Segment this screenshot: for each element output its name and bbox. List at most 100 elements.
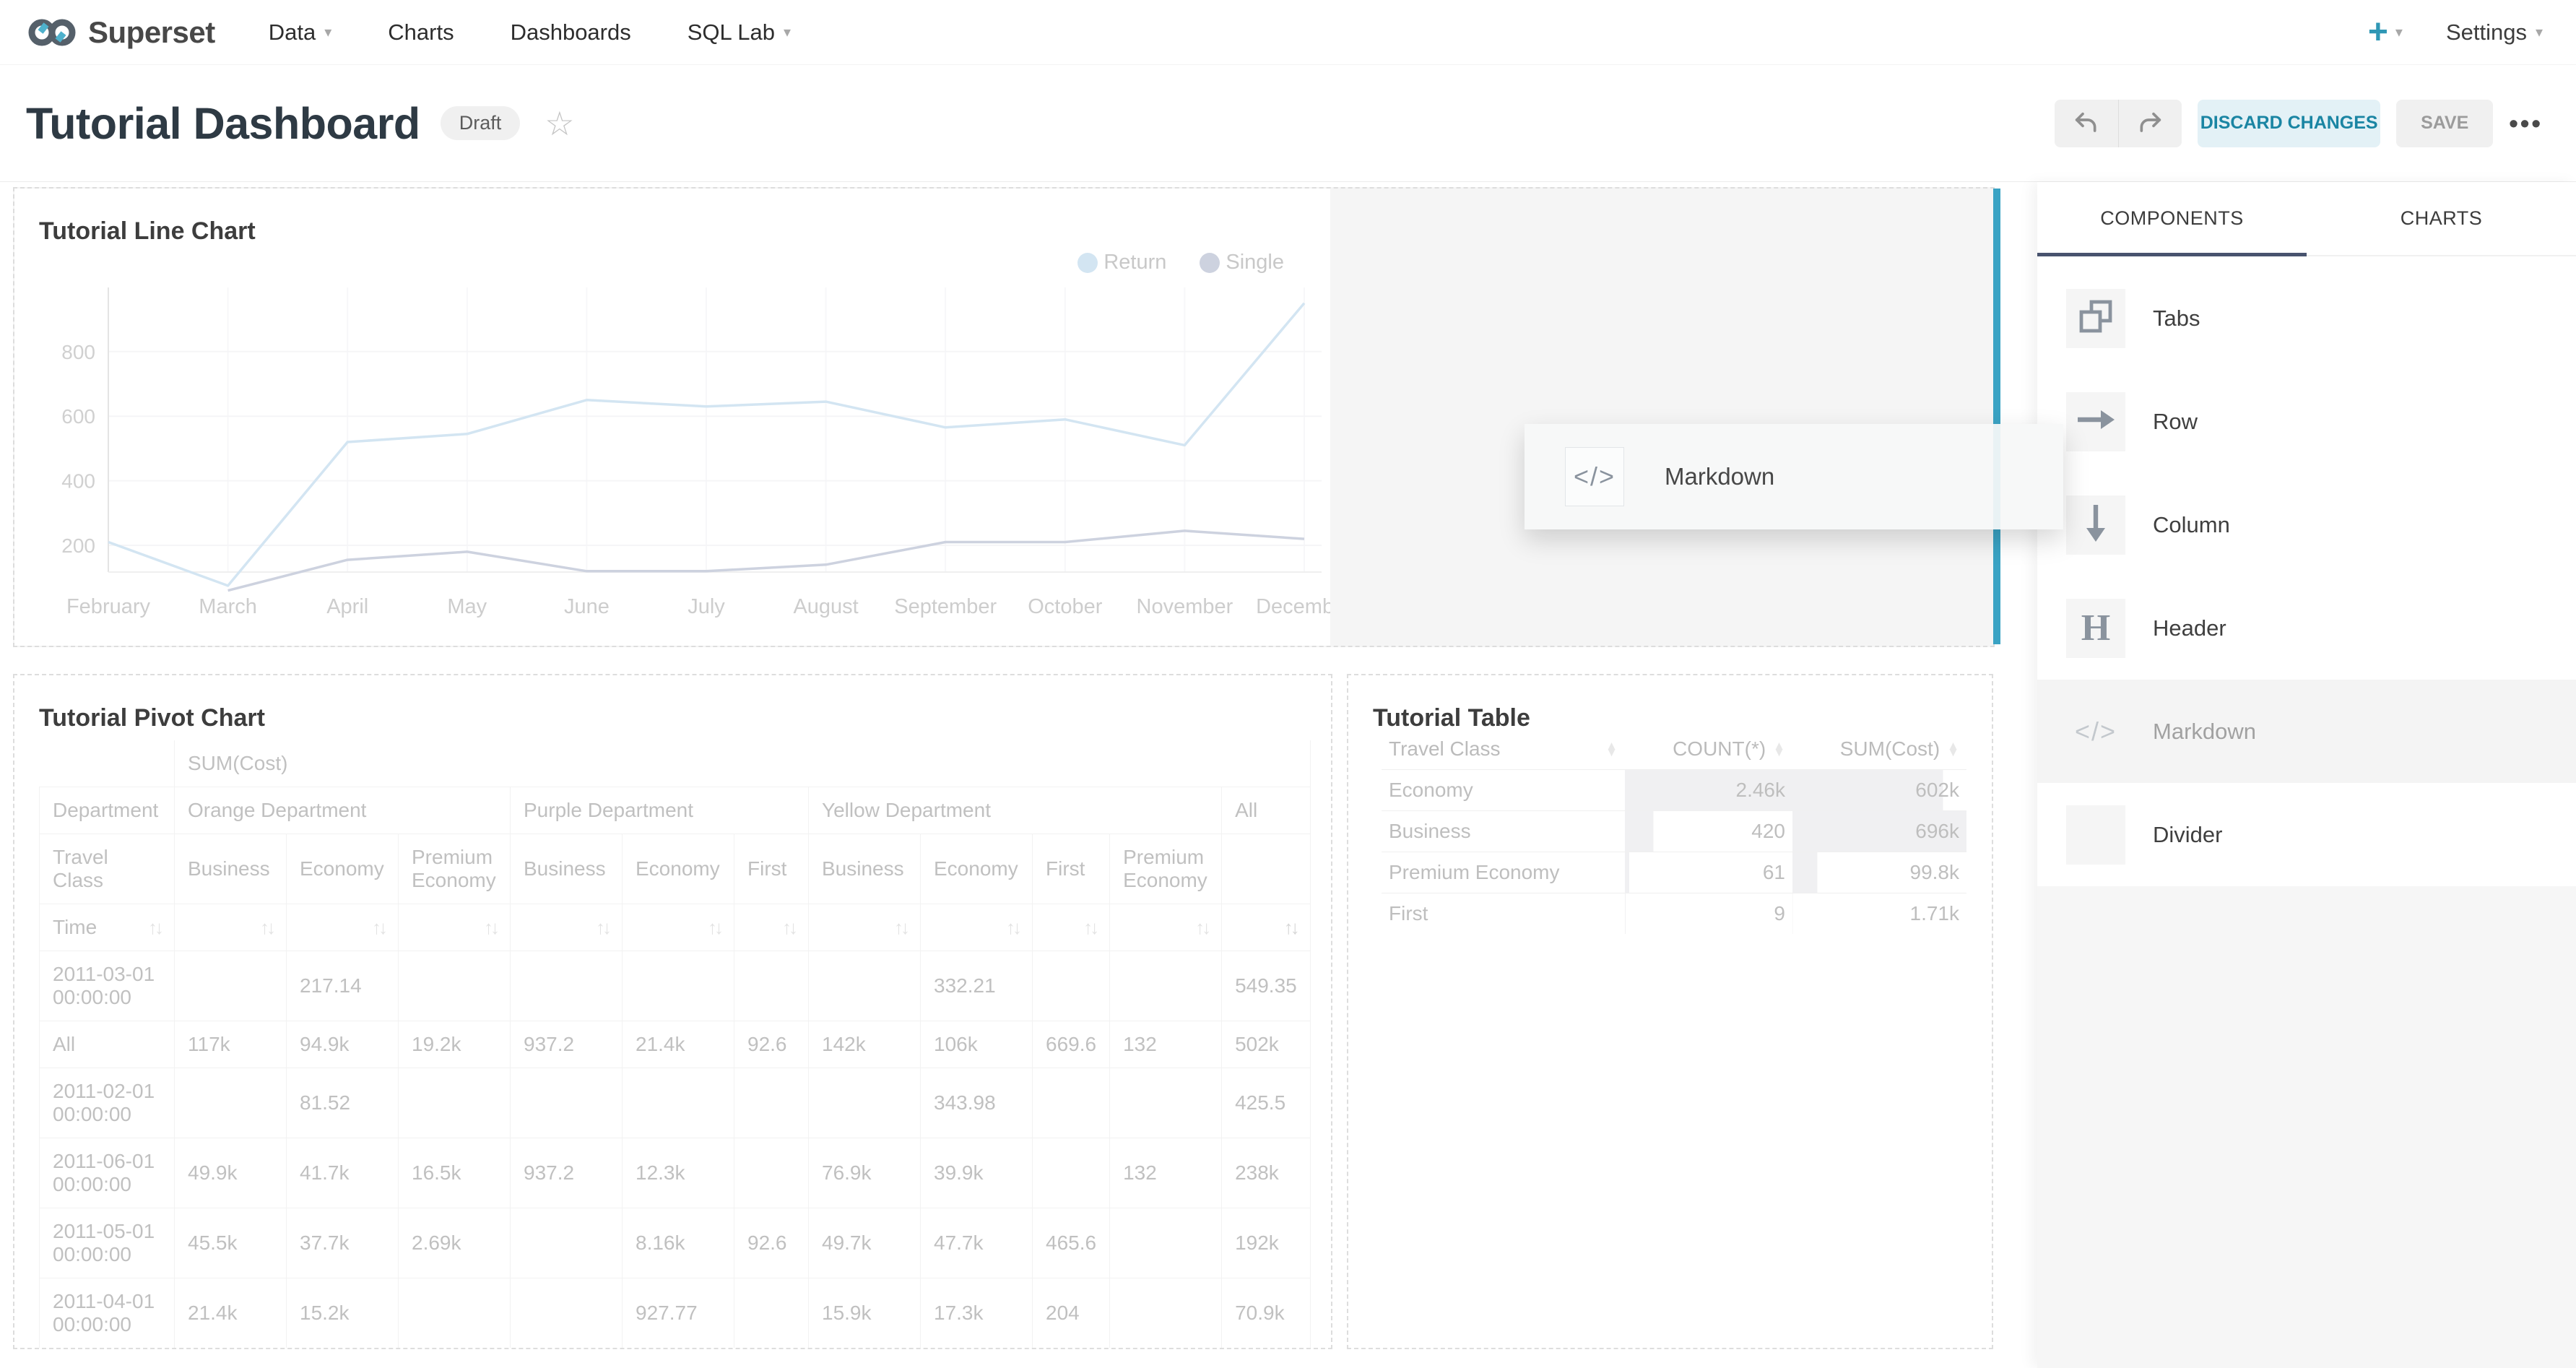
component-item-markdown[interactable]: </> Markdown bbox=[2037, 680, 2576, 783]
sort-icon[interactable]: ↑↓ bbox=[1083, 916, 1099, 938]
table-row: First 9 1.71k bbox=[1382, 893, 1966, 934]
save-button[interactable]: SAVE bbox=[2396, 99, 2494, 147]
redo-button[interactable] bbox=[2117, 99, 2182, 147]
component-item-row[interactable]: Row bbox=[2037, 370, 2576, 473]
settings-menu[interactable]: Settings ▾ bbox=[2446, 20, 2543, 46]
column-header-sum[interactable]: SUM(Cost) ▲ ▼ bbox=[1792, 729, 1966, 770]
component-item-header[interactable]: H Header bbox=[2037, 576, 2576, 680]
pivot-cell bbox=[1109, 1208, 1223, 1278]
pivot-cell bbox=[808, 1068, 921, 1138]
builder-sidebar: COMPONENTS CHARTS Tabs Row Column H Header </… bbox=[2037, 182, 2576, 1368]
component-item-inner: Row bbox=[2066, 391, 2198, 451]
pivot-sort-cell[interactable]: ↑↓ bbox=[622, 904, 734, 951]
discard-changes-button[interactable]: DISCARD CHANGES bbox=[2198, 99, 2381, 147]
pivot-cell bbox=[1221, 834, 1311, 904]
more-options-icon[interactable]: ••• bbox=[2509, 108, 2543, 138]
travel-class-cell: First bbox=[1382, 893, 1625, 934]
pivot-cell: First bbox=[1031, 834, 1111, 904]
sort-icon[interactable]: ↑↓ bbox=[260, 916, 276, 938]
pivot-cell: 132 bbox=[1109, 1021, 1223, 1068]
pivot-sort-cell[interactable]: ↑↓ bbox=[920, 904, 1033, 951]
pivot-time-header[interactable]: Time ↑↓ bbox=[39, 904, 175, 951]
nav-item-sql-lab[interactable]: SQL Lab ▾ bbox=[688, 20, 791, 46]
sort-icon[interactable]: ↑↓ bbox=[148, 916, 164, 938]
pivot-class-row: Travel Class Business Economy Premium Econo… bbox=[39, 834, 1311, 904]
dragged-markdown-component[interactable]: </> Markdown bbox=[1525, 424, 2063, 529]
legend-item-single[interactable]: Single bbox=[1200, 251, 1284, 274]
dashboard-header: Tutorial Dashboard Draft ☆ DISCARD bbox=[0, 65, 2576, 182]
sort-icon[interactable]: ▲ ▼ bbox=[1947, 738, 1959, 759]
column-header-label: SUM(Cost) bbox=[1839, 737, 1940, 760]
pivot-sort-cell[interactable]: ↑↓ bbox=[1031, 904, 1111, 951]
pivot-sort-cell[interactable]: ↑↓ bbox=[286, 904, 399, 951]
pivot-cell: Economy bbox=[286, 834, 399, 904]
pivot-chart-panel[interactable]: Tutorial Pivot Chart SUM(Cost) Department… bbox=[13, 674, 1332, 1349]
dragged-component-label: Markdown bbox=[1665, 463, 1775, 490]
table-row: 2011-06-01 00:00:00 49.9k 41.7k 16.5k 937.2 1… bbox=[39, 1138, 1311, 1208]
component-item-tabs[interactable]: Tabs bbox=[2037, 267, 2576, 370]
sort-icon[interactable]: ↑↓ bbox=[1006, 916, 1022, 938]
pivot-sort-cell[interactable]: ↑↓ bbox=[1109, 904, 1223, 951]
component-item-label: Header bbox=[2153, 615, 2226, 641]
settings-label: Settings bbox=[2445, 19, 2527, 45]
sort-icon[interactable]: ↑↓ bbox=[782, 916, 798, 938]
pivot-sort-cell[interactable]: ↑↓ bbox=[808, 904, 921, 951]
superset-logo[interactable]: Superset bbox=[26, 15, 215, 50]
nav-item-label: Charts bbox=[388, 19, 454, 45]
dashboard-row-top[interactable]: Tutorial Line Chart Return Single 200 400 6… bbox=[13, 187, 1995, 647]
pivot-sort-cell[interactable]: ↑↓ bbox=[734, 904, 809, 951]
component-item-divider[interactable]: Divider bbox=[2037, 783, 2576, 886]
line-chart-panel[interactable]: Tutorial Line Chart Return Single 200 400 6… bbox=[14, 189, 1330, 646]
table-chart-panel[interactable]: Tutorial Table Travel Class ▲ ▼ COUNT(*) ▲ ▼ S… bbox=[1347, 674, 1993, 1349]
column-header-count[interactable]: COUNT(*) ▲ ▼ bbox=[1625, 729, 1792, 770]
table-header-row: Travel Class ▲ ▼ COUNT(*) ▲ ▼ SUM(Cost) ▲ ▼ bbox=[1382, 729, 1966, 770]
pivot-cell: Premium Economy bbox=[1109, 834, 1223, 904]
pivot-cell bbox=[1031, 1068, 1111, 1138]
table-row: 2011-05-01 00:00:00 45.5k 37.7k 2.69k 8.16k 9… bbox=[39, 1208, 1311, 1278]
sort-icon[interactable]: ↑↓ bbox=[1283, 916, 1300, 938]
legend-item-return[interactable]: Return bbox=[1077, 251, 1166, 274]
sort-icon[interactable]: ▲ ▼ bbox=[1773, 738, 1785, 759]
header-icon: H bbox=[2081, 607, 2111, 649]
sort-icon[interactable]: ↑↓ bbox=[596, 916, 612, 938]
pivot-cell: Premium Economy bbox=[398, 834, 511, 904]
favorite-star-icon[interactable]: ☆ bbox=[545, 104, 575, 142]
pivot-sort-cell[interactable]: ↑↓ bbox=[174, 904, 287, 951]
pivot-sort-cell[interactable]: ↑↓ bbox=[1221, 904, 1311, 951]
table-row: 2011-03-01 00:00:00 217.14 332.21 549.35 bbox=[39, 951, 1311, 1021]
pivot-cell: 465.6 bbox=[1031, 1208, 1111, 1278]
pivot-cell bbox=[174, 1068, 287, 1138]
pivot-cell: 2011-03-01 00:00:00 bbox=[39, 951, 175, 1021]
pivot-sort-cell[interactable]: ↑↓ bbox=[510, 904, 623, 951]
plus-icon: + bbox=[2367, 12, 2388, 51]
pivot-cell: 117k bbox=[174, 1021, 287, 1068]
tab-components[interactable]: COMPONENTS bbox=[2037, 182, 2307, 256]
tab-charts[interactable]: CHARTS bbox=[2400, 207, 2483, 229]
new-item-button[interactable]: + ▾ bbox=[2367, 12, 2403, 51]
undo-button[interactable] bbox=[2055, 100, 2118, 147]
sort-icon[interactable]: ↑↓ bbox=[484, 916, 500, 938]
pivot-cell: 2011-02-01 00:00:00 bbox=[39, 1068, 175, 1138]
sort-icon[interactable]: ↑↓ bbox=[372, 916, 388, 938]
sort-icon[interactable]: ↑↓ bbox=[894, 916, 910, 938]
sort-icon[interactable]: ▲ ▼ bbox=[1605, 738, 1618, 759]
nav-item-dashboards[interactable]: Dashboards bbox=[511, 20, 631, 46]
pivot-cell: 669.6 bbox=[1031, 1021, 1111, 1068]
pivot-cell bbox=[734, 1278, 809, 1348]
column-header-travel-class[interactable]: Travel Class ▲ ▼ bbox=[1382, 729, 1625, 770]
top-navbar: Superset Data ▾ Charts Dashboards SQL Lab ▾ +… bbox=[0, 0, 2576, 65]
pivot-sort-cell[interactable]: ↑↓ bbox=[398, 904, 511, 951]
pivot-cell: 937.2 bbox=[510, 1021, 623, 1068]
pivot-cell: 12.3k bbox=[622, 1138, 734, 1208]
count-cell: 2.46k bbox=[1625, 769, 1792, 811]
nav-item-data[interactable]: Data ▾ bbox=[269, 20, 332, 46]
nav-item-charts[interactable]: Charts bbox=[388, 20, 454, 46]
sum-cell: 602k bbox=[1792, 769, 1966, 811]
chart-legend: Return Single bbox=[1077, 251, 1284, 274]
pivot-cell: 217.14 bbox=[286, 951, 399, 1021]
sort-icon[interactable]: ↑↓ bbox=[1195, 916, 1211, 938]
pivot-cell: SUM(Cost) bbox=[174, 740, 1311, 787]
table-row: 2011-02-01 00:00:00 81.52 343.98 425.5 bbox=[39, 1068, 1311, 1138]
component-item-column[interactable]: Column bbox=[2037, 473, 2576, 576]
sort-icon[interactable]: ↑↓ bbox=[708, 916, 724, 938]
